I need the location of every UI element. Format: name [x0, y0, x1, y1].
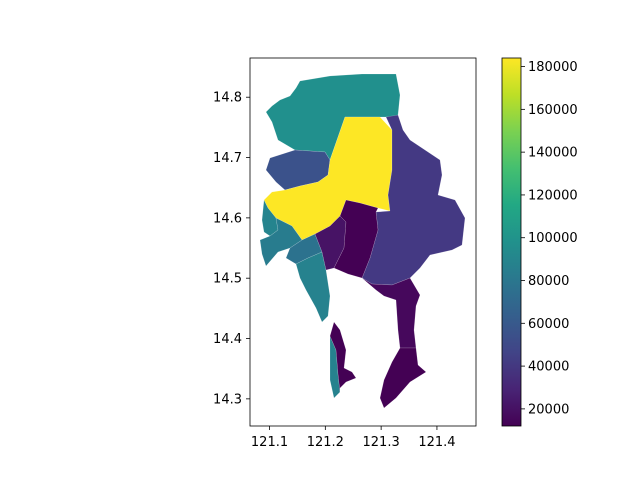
y-tick-label: 14.6 — [213, 211, 242, 226]
colorbar — [501, 57, 522, 427]
region-south-east-2 — [379, 347, 427, 409]
x-tick-label: 121.1 — [251, 435, 288, 450]
y-axis: 14.3 14.4 14.5 14.6 14.7 14.8 — [213, 91, 250, 407]
y-tick-label: 14.5 — [213, 272, 242, 287]
region-south-coast — [295, 251, 331, 323]
x-tick-label: 121.4 — [418, 435, 455, 450]
colorbar-tick-label: 140000 — [528, 146, 578, 161]
colorbar-tick-label: 160000 — [528, 103, 578, 118]
colorbar-axis: 20000 40000 60000 80000 100000 120000 140000 16… — [521, 60, 578, 417]
y-tick-label: 14.7 — [213, 151, 242, 166]
region-west-coast-2 — [259, 217, 303, 267]
map-regions — [259, 73, 466, 409]
colorbar-tick-label: 60000 — [528, 317, 569, 332]
map-axes-frame — [249, 57, 477, 427]
y-tick-label: 14.3 — [213, 392, 242, 407]
x-tick-label: 121.3 — [363, 435, 400, 450]
region-south-east-1 — [361, 277, 421, 349]
region-east-large — [361, 114, 466, 286]
y-tick-label: 14.8 — [213, 91, 242, 106]
colorbar-tick-label: 120000 — [528, 188, 578, 203]
colorbar-tick-label: 100000 — [528, 231, 578, 246]
colorbar-tick-label: 40000 — [528, 360, 569, 375]
colorbar-tick-label: 20000 — [528, 402, 569, 417]
region-south-tip — [329, 321, 357, 393]
x-tick-label: 121.2 — [307, 435, 344, 450]
x-axis: 121.1 121.2 121.3 121.4 — [251, 426, 456, 450]
colorbar-tick-label: 80000 — [528, 274, 569, 289]
colorbar-tick-label: 180000 — [528, 60, 578, 75]
y-tick-label: 14.4 — [213, 332, 242, 347]
